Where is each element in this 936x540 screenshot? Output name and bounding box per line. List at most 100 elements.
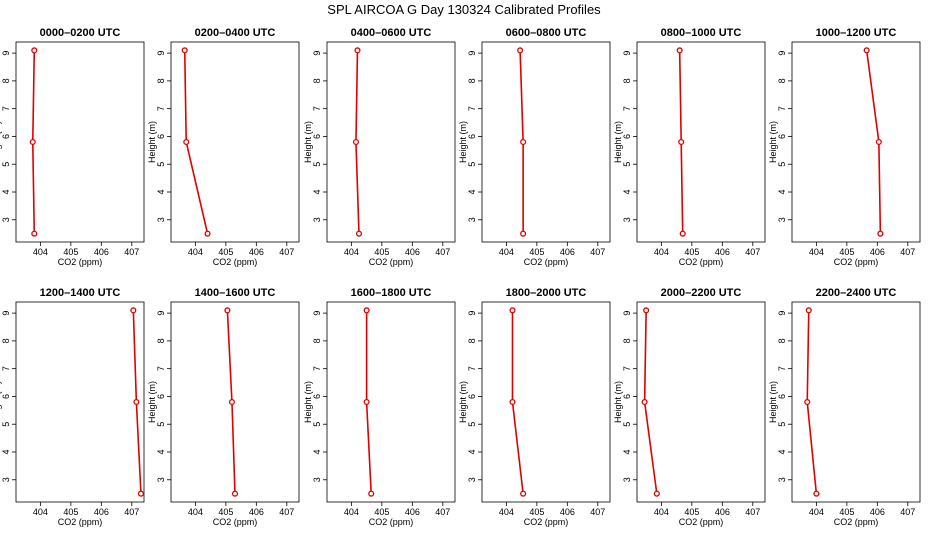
profile-point	[130, 307, 137, 314]
plot-frame	[326, 41, 456, 243]
y-tick-label: 3	[622, 477, 632, 482]
y-tick-label: 3	[622, 217, 632, 222]
profile-point	[517, 47, 524, 54]
y-axis-label: Height (m)	[768, 381, 778, 423]
panels: 0000–0200 UTC 404 405 406 407 3 4 5 6 7 8 9 CO2 (ppm…	[0, 27, 921, 527]
y-tick-label: 6	[777, 394, 787, 399]
y-tick-label: 5	[467, 162, 477, 167]
y-axis-label: Height (m)	[768, 121, 778, 163]
x-tick-label: 407	[124, 247, 139, 257]
x-tick-label: 407	[900, 247, 915, 257]
x-tick-label: 405	[684, 247, 699, 257]
plot-frame	[636, 41, 766, 243]
y-tick-label: 6	[312, 394, 322, 399]
y-tick-label: 6	[156, 394, 166, 399]
x-tick-label: 404	[188, 507, 203, 517]
profile-point	[31, 47, 38, 54]
plot-frame	[170, 301, 300, 503]
y-tick-label: 6	[622, 134, 632, 139]
y-tick-label: 5	[622, 422, 632, 427]
panel-6: 1000–1200 UTC 404 405 406 407 3 4 5 6 7 8 9 CO2 (ppm…	[768, 27, 921, 267]
x-tick-label: 404	[809, 247, 824, 257]
panel-12: 2200–2400 UTC 404 405 406 407 3 4 5 6 7 8 9 CO2 (ppm…	[768, 287, 921, 527]
y-tick-label: 7	[312, 106, 322, 111]
x-tick-label: 405	[684, 507, 699, 517]
y-tick-label: 3	[777, 217, 787, 222]
y-tick-label: 9	[622, 311, 632, 316]
y-tick-label: 9	[156, 311, 166, 316]
x-tick-label: 404	[188, 247, 203, 257]
panel-7: 1200–1400 UTC 404 405 406 407 3 4 5 6 7 8 9 CO2 (ppm…	[0, 287, 145, 527]
plot-frame	[15, 301, 145, 503]
y-tick-label: 8	[1, 78, 11, 83]
panel-title: 1800–2000 UTC	[506, 287, 587, 299]
profile-point	[875, 138, 882, 146]
y-tick-label: 7	[312, 366, 322, 371]
y-tick-label: 5	[622, 162, 632, 167]
x-tick-label: 406	[405, 247, 420, 257]
panel-9: 1600–1800 UTC 404 405 406 407 3 4 5 6 7 8 9 CO2 (ppm…	[303, 287, 456, 527]
y-tick-label: 8	[622, 338, 632, 343]
profile-point	[183, 138, 190, 146]
y-axis-label: Height (m)	[613, 121, 623, 163]
y-tick-label: 4	[156, 449, 166, 454]
profile-point	[520, 490, 527, 497]
x-tick-label: 405	[839, 247, 854, 257]
profile-point	[363, 398, 370, 406]
x-axis-label: CO2 (ppm)	[679, 257, 724, 267]
profile-point	[31, 230, 38, 237]
y-tick-label: 4	[622, 449, 632, 454]
y-tick-label: 7	[622, 366, 632, 371]
x-tick-label: 404	[499, 507, 514, 517]
profile-point	[228, 398, 236, 406]
x-tick-label: 404	[654, 507, 669, 517]
panel-title: 2000–2200 UTC	[661, 287, 742, 299]
x-tick-label: 405	[529, 247, 544, 257]
panel-3: 0400–0600 UTC 404 405 406 407 3 4 5 6 7 8 9 CO2 (ppm…	[303, 27, 456, 267]
profile-point	[653, 490, 660, 497]
y-axis-label: Height (m)	[303, 381, 313, 423]
y-tick-label: 5	[156, 162, 166, 167]
y-tick-label: 9	[467, 311, 477, 316]
profile-point	[676, 47, 683, 54]
y-axis-label: Height (m)	[613, 381, 623, 423]
panel-4: 0600–0800 UTC 404 405 406 407 3 4 5 6 7 8 9 CO2 (ppm…	[458, 27, 611, 267]
x-tick-label: 406	[405, 507, 420, 517]
x-tick-label: 405	[374, 507, 389, 517]
plot-frame	[15, 41, 145, 243]
profile-point	[813, 490, 820, 497]
x-axis-label: CO2 (ppm)	[213, 517, 258, 527]
plot-frame	[170, 41, 300, 243]
y-tick-label: 8	[467, 338, 477, 343]
y-tick-label: 6	[1, 134, 11, 139]
y-axis-label: Height (m)	[303, 121, 313, 163]
y-tick-label: 3	[156, 217, 166, 222]
x-tick-label: 406	[249, 507, 264, 517]
profile-point	[181, 47, 188, 54]
plot-frame	[481, 41, 611, 243]
panel-title: 0800–1000 UTC	[661, 27, 742, 39]
x-axis-label: CO2 (ppm)	[524, 257, 569, 267]
y-tick-label: 5	[777, 162, 787, 167]
y-tick-label: 6	[156, 134, 166, 139]
x-axis-label: CO2 (ppm)	[58, 517, 103, 527]
y-tick-label: 9	[467, 51, 477, 56]
y-tick-label: 7	[156, 106, 166, 111]
x-tick-label: 404	[33, 507, 48, 517]
profile-point	[355, 230, 363, 237]
x-tick-label: 404	[809, 507, 824, 517]
y-axis-label: Height (m)	[458, 121, 468, 163]
y-tick-label: 9	[1, 311, 11, 316]
panel-11: 2000–2200 UTC 404 405 406 407 3 4 5 6 7 8 9 CO2 (ppm…	[613, 287, 766, 527]
x-axis-label: CO2 (ppm)	[524, 517, 569, 527]
profile-point	[231, 490, 239, 497]
y-tick-label: 4	[312, 449, 322, 454]
y-axis-label: Height (m)	[0, 381, 2, 423]
y-tick-label: 8	[622, 78, 632, 83]
x-tick-label: 404	[344, 247, 359, 257]
y-tick-label: 9	[312, 311, 322, 316]
y-tick-label: 4	[622, 189, 632, 194]
x-tick-label: 407	[279, 507, 294, 517]
x-tick-label: 407	[590, 507, 605, 517]
